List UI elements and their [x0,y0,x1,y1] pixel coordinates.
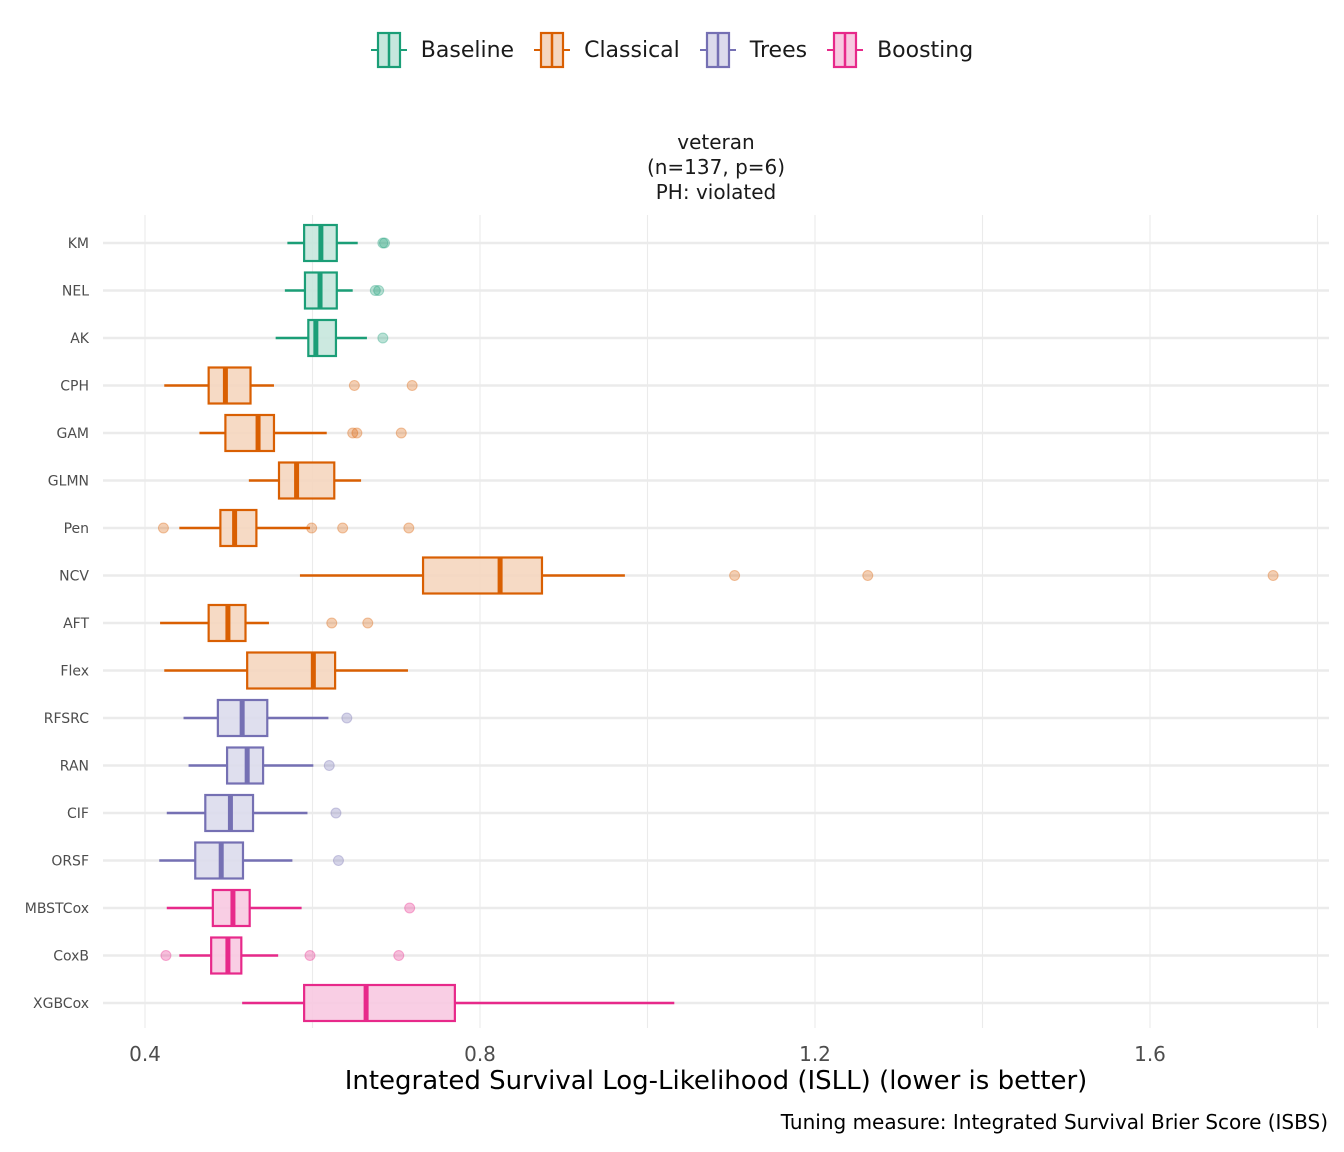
outlier-point [862,570,874,581]
box-glmn [248,461,362,500]
y-tick-label: AFT [63,616,89,632]
strip-dimensions: (n=137, p=6) [646,155,786,179]
chart-caption: Tuning measure: Integrated Survival Brie… [780,1110,1328,1134]
outlier-point [393,950,405,961]
y-tick-label: KM [68,236,89,252]
outlier-point [351,427,363,439]
outlier-point [404,902,416,914]
x-tick-label: 0.8 [464,1042,496,1066]
boxes [157,223,1279,1023]
strip-dataset-name: veteran [677,130,755,154]
y-tick-label: Pen [64,521,89,537]
x-tick-label: 0.4 [129,1042,161,1066]
y-tick-label: MBSTCox [25,901,89,917]
outlier-point [369,285,381,296]
legend-item-boosting: Boosting [827,30,973,70]
legend-label: Classical [584,37,680,63]
y-tick-label: AK [70,331,90,347]
legend-key-icon [699,31,736,69]
y-tick-label: ORSF [51,854,89,870]
legend-item-baseline: Baseline [370,30,515,70]
x-axis-title: Integrated Survival Log-Likelihood (ISLL… [344,1066,1088,1096]
outlier-point [326,617,338,629]
iqr-box [277,461,336,500]
outlier-point [306,522,318,534]
legend-key-icon [827,31,864,69]
x-tick-label: 1.2 [799,1042,831,1066]
y-tick-label: GAM [56,426,89,442]
y-tick-label: NEL [62,284,89,300]
outlier-point [377,332,389,344]
y-axis-tick-labels: KM NEL AK CPH GAM GLMN Pen NCV AFT Flex RFSRC RAN CI… [25,236,90,1012]
legend-item-trees: Trees [699,30,808,70]
legend-key-icon [370,31,407,69]
panel-strip-title: veteran (n=137, p=6) PH: violated [546,130,886,205]
iqr-box [219,508,258,548]
outlier-point [406,380,418,391]
y-tick-label: XGBCox [33,996,89,1012]
box-cif [166,793,342,833]
legend-label: Boosting [877,37,974,63]
box-mbstcox [166,888,416,928]
y-tick-label: Flex [60,664,89,680]
y-tick-label: GLMN [48,474,89,490]
y-tick-label: CIF [67,806,89,822]
legend-label: Baseline [420,37,515,63]
y-tick-label: CoxB [53,949,89,965]
outlier-point [341,712,353,724]
box-xgbcox [242,983,675,1023]
box-rfsrc [183,698,353,738]
box-coxb [160,936,405,975]
iqr-box [207,366,252,405]
box-pen [157,508,415,548]
outlier-point [403,522,415,534]
box-gam [199,413,407,453]
box-orsf [159,841,344,880]
x-tick-label: 1.6 [1134,1042,1166,1066]
iqr-box [421,556,544,595]
box-ncv [299,556,1279,595]
iqr-box [307,318,338,358]
outlier-point [348,380,360,391]
outlier-point [377,237,389,249]
box-aft [160,603,374,643]
outlier-point [729,570,741,581]
outlier-point [362,617,374,629]
outlier-point [379,237,391,249]
outlier-point [332,855,344,866]
outlier-point [157,522,169,534]
legend: Baseline Classical Trees Boosting [0,30,1344,70]
iqr-box [224,413,276,453]
outlier-point [337,522,349,534]
box-cph [164,366,418,405]
strip-ph-status: PH: violated [655,180,777,204]
x-axis-tick-labels: 0.4 0.8 1.2 1.6 [129,1042,1166,1066]
legend-label: Trees [749,37,808,63]
y-tick-label: RFSRC [44,711,89,727]
iqr-box [246,651,337,690]
outlier-point [160,950,172,961]
iqr-box [303,983,456,1023]
outlier-point [1267,570,1279,581]
box-km [287,223,391,263]
outlier-point [304,950,316,961]
outlier-point [330,807,342,819]
y-tick-label: NCV [59,569,89,585]
box-ak [275,318,389,358]
legend-item-classical: Classical [534,30,680,70]
outlier-point [373,285,385,296]
legend-key-icon [534,31,571,69]
outlier-point [347,427,359,439]
outlier-point [395,427,407,439]
box-flex [164,651,408,690]
box-ran [188,746,335,785]
y-tick-label: CPH [60,379,89,395]
outlier-point [323,760,335,771]
box-nel [284,271,385,310]
y-tick-label: RAN [60,759,89,775]
